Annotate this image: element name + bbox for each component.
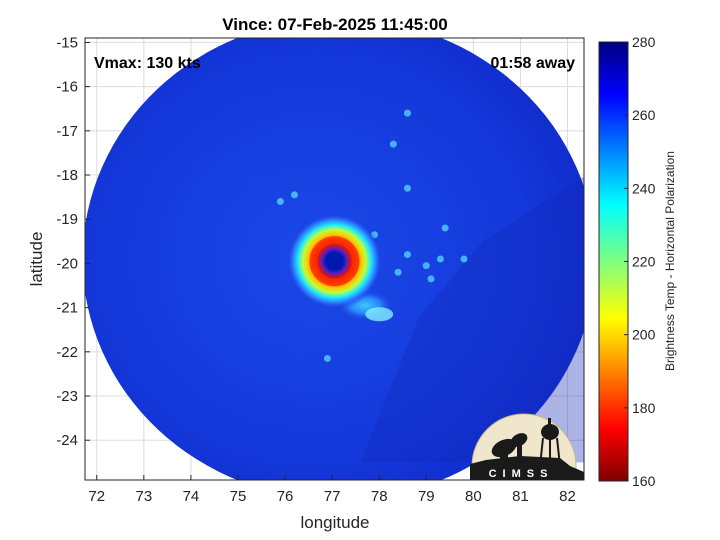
convective-cell bbox=[436, 255, 444, 263]
y-tick-label: -18 bbox=[56, 167, 78, 184]
colorbar-tick-label: 260 bbox=[632, 107, 656, 123]
convective-cell bbox=[427, 275, 435, 283]
convective-cell bbox=[403, 109, 411, 117]
x-tick-label: 77 bbox=[324, 488, 341, 505]
x-tick-label: 76 bbox=[277, 488, 294, 505]
colorbar bbox=[598, 41, 629, 482]
x-tick-label: 80 bbox=[465, 488, 482, 505]
convective-cell bbox=[403, 251, 411, 259]
x-tick-label: 82 bbox=[559, 488, 576, 505]
x-tick-label: 78 bbox=[371, 488, 388, 505]
colorbar-tick-label: 240 bbox=[632, 180, 656, 196]
y-axis-ticks: -15 -16 -17 -18 -19 -20 -21 -22 -23 -24 bbox=[56, 34, 90, 449]
map-title: Vince: 07-Feb-2025 11:45:00 bbox=[222, 15, 448, 34]
x-tick-label: 79 bbox=[418, 488, 435, 505]
x-tick-label: 73 bbox=[136, 488, 153, 505]
convective-cell bbox=[389, 140, 397, 148]
rainband-core bbox=[365, 307, 394, 322]
convective-cell bbox=[276, 198, 284, 206]
colorbar-ticks: 280 260 240 220 200 180 160 bbox=[624, 34, 656, 489]
x-tick-label: 72 bbox=[88, 488, 105, 505]
cimss-logo-text: CIMSS bbox=[489, 468, 554, 480]
colorbar-tick-label: 280 bbox=[632, 34, 656, 50]
x-tick-label: 75 bbox=[230, 488, 247, 505]
convective-cell bbox=[394, 268, 402, 276]
y-tick-label: -19 bbox=[56, 211, 78, 228]
y-tick-label: -23 bbox=[56, 388, 78, 405]
y-tick-label: -22 bbox=[56, 344, 78, 361]
convective-cell bbox=[290, 191, 298, 199]
y-tick-label: -17 bbox=[56, 123, 78, 140]
convective-cell bbox=[403, 184, 411, 192]
x-axis-label: longitude bbox=[300, 513, 369, 532]
y-tick-label: -20 bbox=[56, 255, 78, 272]
x-tick-label: 74 bbox=[183, 488, 200, 505]
y-tick-label: -21 bbox=[56, 300, 78, 317]
cimss-logo: CIMSS bbox=[470, 413, 584, 480]
convective-cell bbox=[422, 262, 430, 270]
convective-cell bbox=[441, 224, 449, 232]
x-axis-ticks: 72 73 74 75 76 77 78 79 80 81 82 bbox=[88, 475, 576, 505]
y-tick-label: -24 bbox=[56, 432, 78, 449]
convective-cell bbox=[460, 255, 468, 263]
y-tick-label: -15 bbox=[56, 34, 78, 51]
cold-sector-shade bbox=[360, 176, 584, 463]
colorbar-label: Brightness Temp - Horizontal Polarizatio… bbox=[663, 151, 677, 371]
eyewall-ring bbox=[309, 236, 360, 287]
y-tick-label: -16 bbox=[56, 79, 78, 96]
y-axis-label: latitude bbox=[27, 232, 46, 287]
time-away-label: 01:58 away bbox=[490, 55, 575, 72]
axes-frame bbox=[84, 37, 585, 481]
colorbar-tick-label: 180 bbox=[632, 400, 656, 416]
vmax-label: Vmax: 130 kts bbox=[94, 55, 201, 72]
brightness-temperature-swath bbox=[85, 38, 584, 480]
storm-eye bbox=[327, 254, 342, 269]
x-tick-label: 81 bbox=[512, 488, 529, 505]
convective-cell bbox=[323, 354, 331, 362]
colorbar-tick-label: 160 bbox=[632, 473, 656, 489]
water-tower-icon bbox=[539, 418, 561, 467]
colorbar-tick-label: 200 bbox=[632, 327, 656, 343]
colorbar-tick-label: 220 bbox=[632, 254, 656, 270]
